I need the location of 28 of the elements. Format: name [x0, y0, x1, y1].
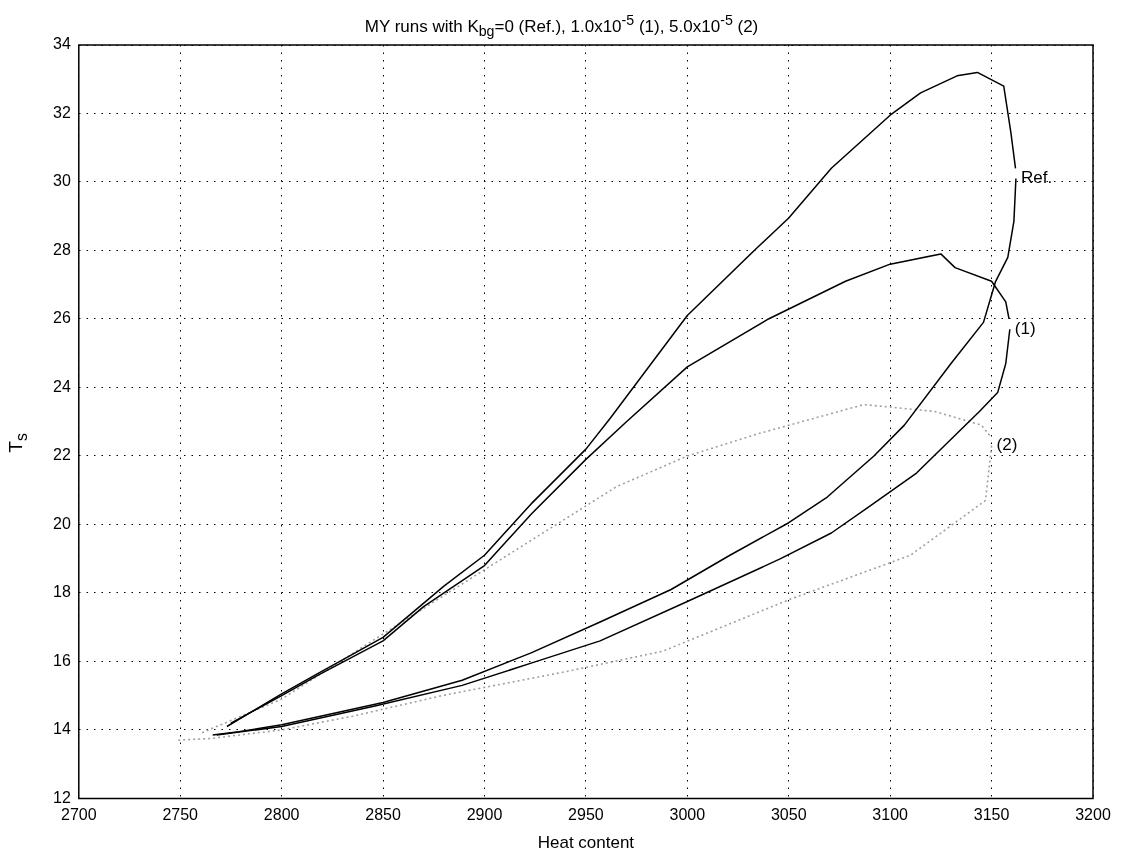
- x-tick-label: 2950: [568, 806, 604, 824]
- y-tick-label: 20: [53, 514, 71, 532]
- x-tick-label: 3050: [770, 806, 807, 824]
- y-tick-label: 26: [53, 309, 71, 327]
- y-tick-label: 18: [53, 583, 71, 601]
- y-tick-label: 28: [53, 240, 71, 258]
- y-tick-label: 16: [53, 651, 71, 669]
- y-tick-label: 24: [53, 377, 71, 395]
- y-tick-label: 14: [53, 720, 71, 738]
- x-tick-label: 3150: [973, 806, 1010, 824]
- series-label: (1): [1014, 318, 1036, 338]
- y-tick-label: 34: [53, 35, 71, 53]
- y-tick-label: 12: [53, 788, 71, 806]
- x-tick-label: 2850: [365, 806, 401, 824]
- series-label: (2): [996, 435, 1018, 455]
- y-tick-label: 30: [53, 172, 71, 190]
- series-label: Ref.: [1020, 168, 1053, 188]
- x-tick-label: 2800: [263, 806, 300, 824]
- x-tick-label: 3200: [1075, 806, 1111, 824]
- x-tick-label: 2900: [466, 806, 503, 824]
- x-axis-title: Heat content: [537, 833, 635, 853]
- x-tick-label: 2750: [162, 806, 199, 824]
- x-tick-label: 3100: [872, 806, 909, 824]
- x-tick-label: 3000: [669, 806, 706, 824]
- x-tick-label: 2700: [61, 806, 97, 824]
- y-tick-label: 32: [53, 103, 71, 121]
- y-tick-label: 22: [53, 446, 71, 464]
- chart-title: MY runs with K$_{bg}$=0 (Ref.), 1.0x10$^{-5}$ (1), 5.0x10$^{-5}$ (2): [364, 12, 759, 40]
